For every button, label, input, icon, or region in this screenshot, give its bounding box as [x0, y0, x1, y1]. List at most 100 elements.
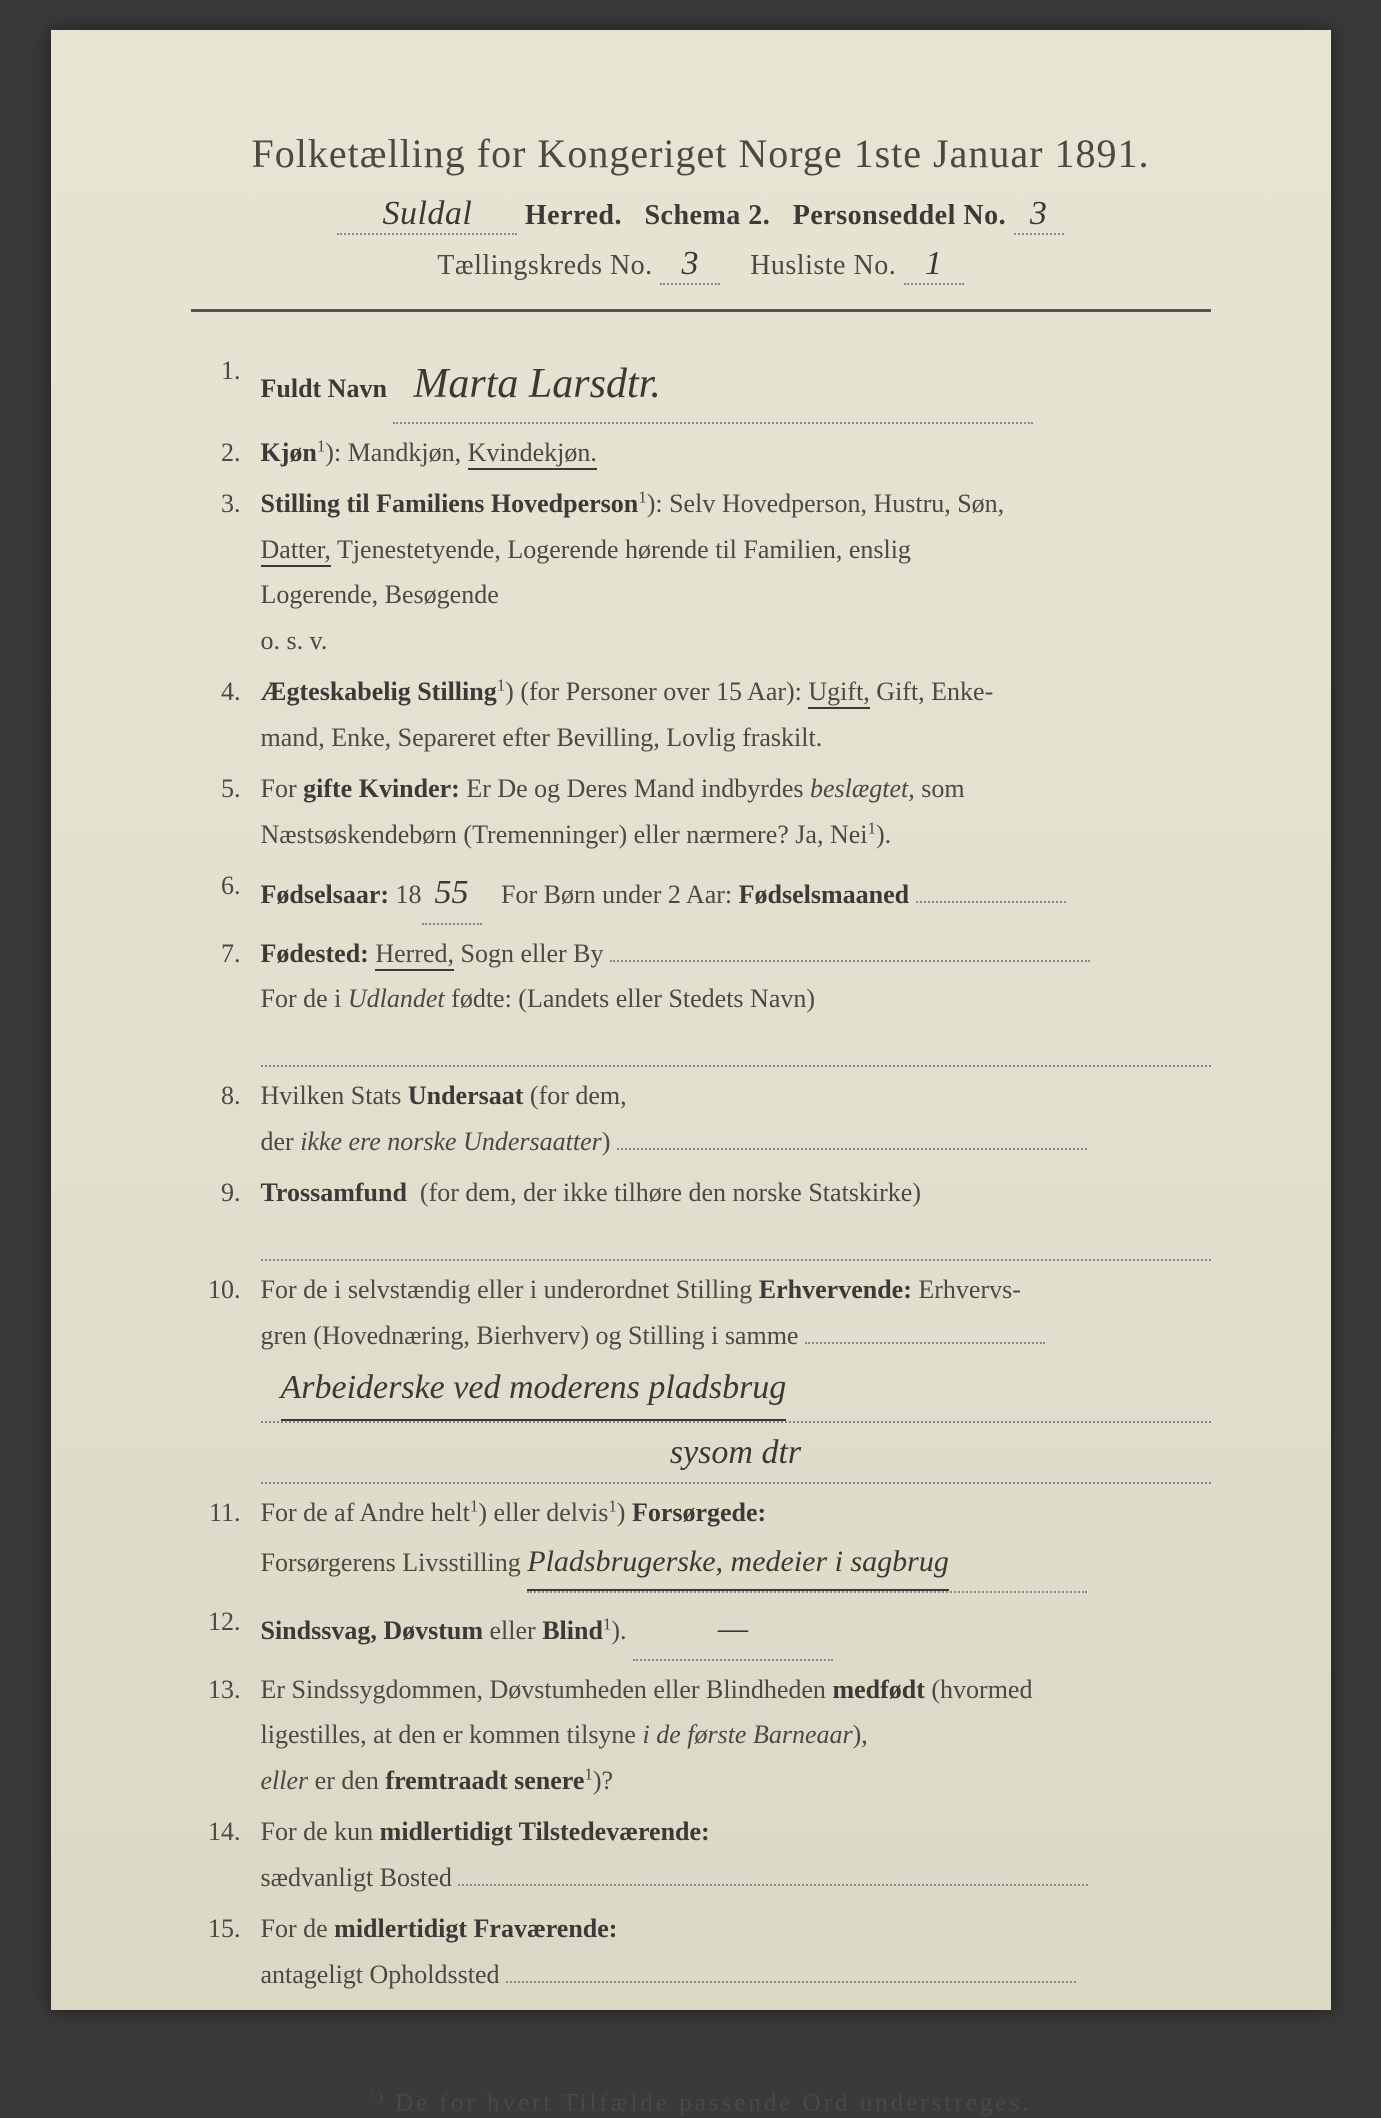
- footnote-marker: ¹): [370, 2087, 386, 2105]
- label-text: er den: [315, 1766, 379, 1795]
- label-gifte: gifte: [303, 774, 352, 803]
- item-5: 5. For gifte Kvinder: Er De og Deres Man…: [191, 766, 1211, 857]
- husliste-no: 1: [925, 245, 943, 283]
- occupation-handwritten-2: sysom dtr: [670, 1423, 801, 1483]
- item-number: 9.: [191, 1170, 261, 1261]
- options-text: mand, Enke, Separeret efter Bevilling, L…: [261, 723, 823, 752]
- divider: [191, 309, 1211, 312]
- label-text: (for dem,: [530, 1081, 627, 1110]
- census-form-page: Folketælling for Kongeriget Norge 1ste J…: [51, 30, 1331, 2010]
- field-label: Sindssvag, Døvstum: [261, 1616, 484, 1645]
- item-12: 12. Sindssvag, Døvstum eller Blind1). —: [191, 1599, 1211, 1661]
- birthyear-handwritten: 55: [435, 863, 469, 923]
- item-number: 7.: [191, 931, 261, 1068]
- field-label: midlertidigt Tilstedeværende:: [380, 1817, 710, 1846]
- options-text: Logerende, Besøgende: [261, 580, 499, 609]
- label-text: der: [261, 1127, 294, 1156]
- label-text: Erhvervs-: [918, 1275, 1021, 1304]
- item-3: 3. Stilling til Familiens Hovedperson1):…: [191, 481, 1211, 663]
- personseddel-label: Personseddel No.: [793, 200, 1006, 231]
- label-text: For de i selvstændig eller i underordnet…: [261, 1275, 753, 1304]
- footnote: ¹) De for hvert Tilfælde passende Ord un…: [191, 2087, 1211, 2117]
- label-text: Forsørgerens Livsstilling: [261, 1548, 521, 1577]
- occupation-handwritten: Arbeiderske ved moderens pladsbrug: [281, 1358, 787, 1421]
- item-number: 10.: [191, 1267, 261, 1484]
- item-number: 8.: [191, 1073, 261, 1164]
- label-text: som: [921, 774, 964, 803]
- option-male: Mandkjøn,: [348, 438, 461, 467]
- personseddel-no: 3: [1030, 195, 1048, 233]
- italic-text: i de første Barneaar: [642, 1720, 852, 1749]
- option-ugift-selected: Ugift,: [808, 677, 869, 709]
- field-label: Forsørgede:: [632, 1498, 766, 1527]
- item-number: 1.: [191, 348, 261, 424]
- item-number: 3.: [191, 481, 261, 663]
- options-text: o. s. v.: [261, 626, 328, 655]
- label-text: For de af Andre helt: [261, 1498, 470, 1527]
- italic-text: ikke ere norske Undersaatter: [300, 1127, 602, 1156]
- kreds-no: 3: [681, 245, 699, 283]
- label-text: For de: [261, 1914, 328, 1943]
- label-text: eller delvis: [494, 1498, 609, 1527]
- label-text: For: [261, 774, 297, 803]
- item-number: 2.: [191, 430, 261, 476]
- provider-handwritten: Pladsbrugerske, medeier i sagbrug: [527, 1536, 949, 1592]
- form-items: 1. Fuldt Navn Marta Larsdtr. 2. Kjøn1): …: [191, 348, 1211, 1997]
- label-text: gren (Hovednæring, Bierhverv) og Stillin…: [261, 1321, 799, 1350]
- item-4: 4. Ægteskabelig Stilling1) (for Personer…: [191, 669, 1211, 760]
- field-label: Kjøn: [261, 438, 317, 467]
- name-handwritten: Marta Larsdtr.: [413, 348, 660, 422]
- item-2: 2. Kjøn1): Mandkjøn, Kvindekjøn.: [191, 430, 1211, 476]
- option-datter-selected: Datter,: [261, 535, 331, 567]
- item-number: 15.: [191, 1906, 261, 1997]
- field-label: Fødselsmaaned: [739, 880, 909, 909]
- label-text: For Børn under 2 Aar:: [501, 880, 732, 909]
- strike-mark: —: [718, 1599, 748, 1659]
- label-text: (for dem, der ikke tilhøre den norske St…: [420, 1178, 921, 1207]
- footnote-text: De for hvert Tilfælde passende Ord under…: [395, 2090, 1031, 2117]
- italic-text: eller: [261, 1766, 309, 1795]
- label-text: eller: [490, 1616, 536, 1645]
- kreds-label: Tællingskreds No.: [437, 250, 652, 281]
- item-6: 6. Fødselsaar: 18 55 For Børn under 2 Aar…: [191, 863, 1211, 925]
- schema-label: Schema 2.: [644, 200, 770, 231]
- label-text: (for Personer over 15 Aar):: [520, 677, 802, 706]
- field-label: Blind: [542, 1616, 603, 1645]
- options-text: Sogn eller By: [461, 939, 604, 968]
- label-text: sædvanligt Bosted: [261, 1863, 452, 1892]
- options-text: Selv Hovedperson, Hustru, Søn,: [669, 489, 1004, 518]
- item-number: 6.: [191, 863, 261, 925]
- field-label: Erhvervende:: [759, 1275, 912, 1304]
- field-label: Stilling til Familiens Hovedperson: [261, 489, 639, 518]
- item-7: 7. Fødested: Herred, Sogn eller By For d…: [191, 931, 1211, 1068]
- year-prefix: 18: [396, 880, 422, 909]
- label-kvinder: Kvinder:: [359, 774, 460, 803]
- item-13: 13. Er Sindssygdommen, Døvstumheden elle…: [191, 1667, 1211, 1804]
- label-text: For de kun: [261, 1817, 374, 1846]
- label-text: antageligt Opholdssted: [261, 1960, 500, 1989]
- item-number: 12.: [191, 1599, 261, 1661]
- label-text: Er Sindssygdommen, Døvstumheden eller Bl…: [261, 1675, 826, 1704]
- option-female-selected: Kvindekjøn.: [468, 438, 597, 470]
- item-number: 11.: [191, 1490, 261, 1593]
- item-14: 14. For de kun midlertidigt Tilstedevære…: [191, 1809, 1211, 1900]
- question-text: Er De og Deres Mand indbyrdes: [466, 774, 803, 803]
- label-text: fødte: (Landets eller Stedets Navn): [451, 984, 815, 1013]
- italic-text: beslægtet,: [810, 774, 915, 803]
- field-label: medfødt: [832, 1675, 924, 1704]
- item-1: 1. Fuldt Navn Marta Larsdtr.: [191, 348, 1211, 424]
- field-label: Undersaat: [408, 1081, 524, 1110]
- field-label: fremtraadt senere: [385, 1766, 584, 1795]
- herred-name-handwritten: Suldal: [382, 195, 472, 233]
- form-title: Folketælling for Kongeriget Norge 1ste J…: [191, 130, 1211, 177]
- field-label: Trossamfund: [261, 1178, 407, 1207]
- option-herred-selected: Herred,: [375, 939, 454, 971]
- field-label: Fødselsaar:: [261, 880, 390, 909]
- label-text: ligestilles, at den er kommen tilsyne: [261, 1720, 636, 1749]
- label-text: For de i: [261, 984, 342, 1013]
- item-10: 10. For de i selvstændig eller i underor…: [191, 1267, 1211, 1484]
- field-label: Ægteskabelig Stilling: [261, 677, 497, 706]
- item-15: 15. For de midlertidigt Fraværende: anta…: [191, 1906, 1211, 1997]
- field-label: midlertidigt Fraværende:: [334, 1914, 617, 1943]
- item-number: 5.: [191, 766, 261, 857]
